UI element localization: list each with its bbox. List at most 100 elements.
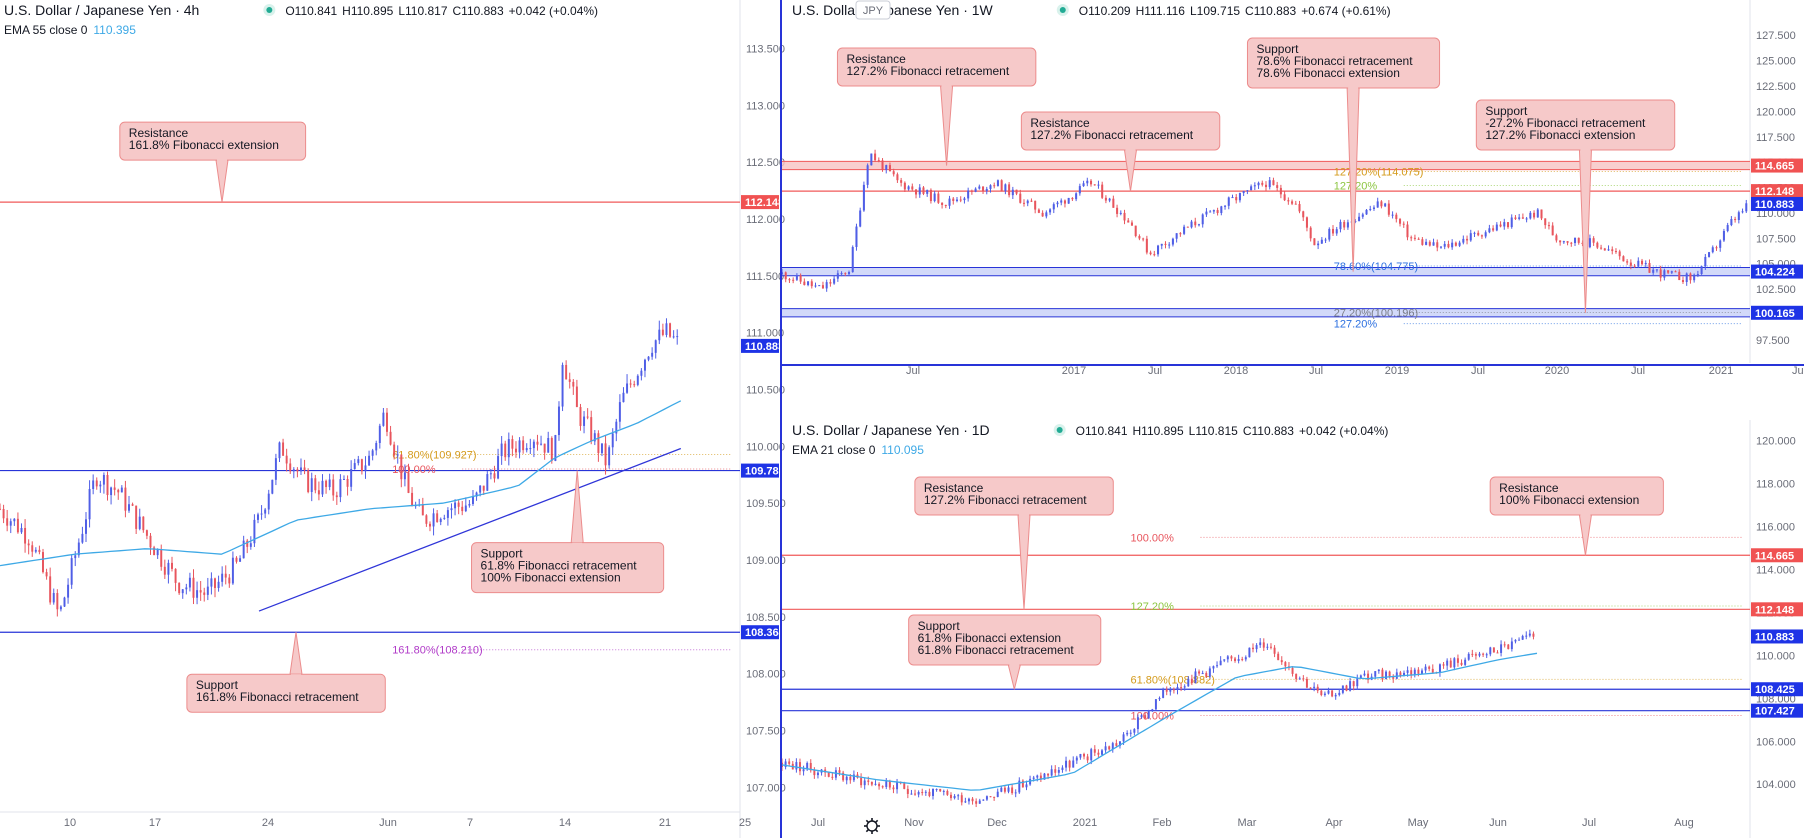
candle-body (1122, 734, 1125, 742)
gear-icon[interactable] (864, 818, 880, 834)
x-tick-label: 17 (149, 817, 161, 829)
symbol-title[interactable]: U.S. Dollar / Japanese Yen · 1D (792, 422, 990, 438)
x-tick-label: Apr (1325, 817, 1342, 829)
candle-body (335, 495, 338, 498)
candle-body (672, 336, 675, 338)
x-tick-label: 2017 (1062, 365, 1086, 377)
candle-body (647, 356, 650, 360)
candle-body (1469, 233, 1472, 241)
candle-body (1644, 262, 1647, 265)
note-joint (572, 542, 583, 546)
level-band (782, 267, 1750, 276)
chart-panel-1w[interactable]: 127.500125.000122.500120.000117.500115.0… (780, 0, 1804, 377)
candle-body (792, 279, 795, 281)
candle-body (996, 791, 999, 797)
symbol-title[interactable]: U.S. Dollar / Japanese Yen · 1W (792, 2, 994, 18)
candle-body (1521, 636, 1524, 640)
candle-body (407, 472, 410, 493)
candle-body (1600, 247, 1603, 249)
candle-body (475, 492, 478, 497)
candle-body (985, 188, 988, 192)
price-tag-label: 112.148 (1755, 186, 1794, 198)
candle-body (615, 421, 618, 434)
x-tick-label: Jul (1471, 365, 1485, 377)
x-tick-label: 2020 (1545, 365, 1569, 377)
candle-body (1562, 241, 1565, 243)
chart-panel-1d[interactable]: 120.000118.000116.000114.000112.000110.0… (781, 420, 1803, 838)
note-pointer (1578, 514, 1593, 556)
candle-body (1153, 254, 1156, 256)
candle-body (1171, 238, 1174, 245)
candle-body (1496, 652, 1499, 654)
candle-body (1510, 641, 1513, 650)
candle-body (403, 472, 406, 480)
candle-body (1655, 269, 1658, 271)
indicator-label[interactable]: EMA 21 close 0 (792, 443, 876, 457)
candle-body (1054, 769, 1057, 773)
candle-body (507, 439, 510, 458)
candle-body (1460, 662, 1463, 665)
candle-body (661, 329, 664, 335)
symbol-title[interactable]: U.S. Dollar / Japanese Yen · 4h (4, 2, 199, 18)
candle-body (1138, 236, 1141, 239)
candle-body (1533, 212, 1536, 218)
candle-body (633, 384, 636, 386)
candle-body (967, 190, 970, 199)
candle-body (1477, 232, 1480, 236)
candle-body (224, 573, 227, 578)
note-title: Support (1485, 104, 1528, 118)
y-tick-label: 109.000 (746, 555, 786, 567)
candle-body (1413, 237, 1416, 239)
candle-body (289, 463, 292, 472)
currency-badge[interactable]: JPY (855, 0, 891, 20)
candle-body (1544, 218, 1547, 226)
candle-body (915, 189, 918, 195)
candle-body (49, 576, 52, 603)
candle-body (1464, 659, 1467, 665)
price-tag-bg (1751, 158, 1803, 173)
candle-body (1507, 644, 1510, 650)
current-price-tag: 110.883 (1751, 629, 1803, 644)
candle-body (963, 198, 966, 201)
note-joint (941, 84, 952, 87)
candle-body (1349, 681, 1352, 691)
indicator-label[interactable]: EMA 55 close 0 (4, 23, 88, 37)
candle-body (203, 592, 206, 595)
candle-body (231, 557, 234, 584)
note-pointer (215, 159, 229, 203)
candle-body (1372, 207, 1375, 209)
candle-body (385, 412, 388, 432)
candle-body (1007, 787, 1010, 792)
level-price-tag: 110.883 (1751, 196, 1803, 211)
candle-body (102, 474, 105, 485)
candle-body (235, 557, 238, 562)
candle-body (1049, 209, 1052, 213)
x-tick-label: Jul (1309, 365, 1323, 377)
annotation-note[interactable]: Support-27.2% Fibonacci retracement127.2… (1475, 99, 1676, 313)
trendline[interactable] (258, 447, 682, 612)
candle-body (1637, 260, 1640, 267)
chart-panel-4h[interactable]: 113.500 113.000 112.500 112.000 111.500 111.0… (0, 0, 825, 838)
candle-body (74, 555, 77, 559)
candle-body (818, 285, 821, 287)
ohlc-c: C110.883 (1245, 4, 1296, 18)
candle-body (1704, 256, 1707, 267)
candle-body (1367, 673, 1370, 680)
candle-body (941, 202, 944, 205)
candle-body (847, 272, 851, 275)
candle-body (1388, 671, 1391, 677)
candle-body (1216, 210, 1219, 214)
candle-body (1168, 244, 1171, 246)
candle-body (1277, 653, 1280, 661)
candle-body (953, 796, 956, 799)
price-tag-bg (1751, 548, 1803, 563)
